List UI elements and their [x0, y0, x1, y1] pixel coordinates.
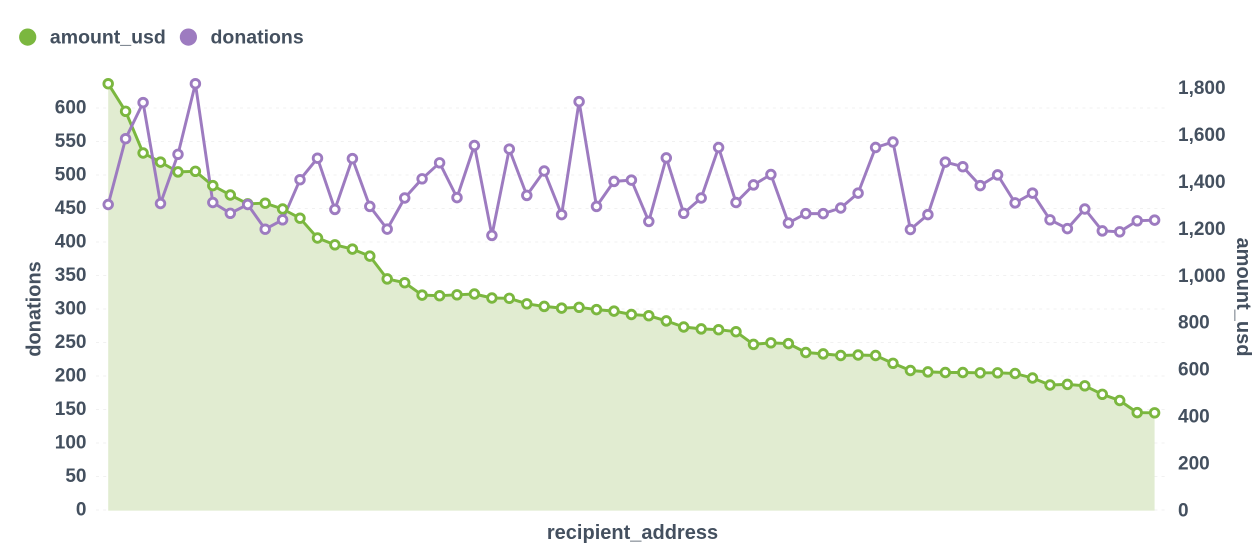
svg-text:400: 400: [1178, 407, 1210, 428]
svg-text:200: 200: [55, 366, 87, 387]
svg-text:amount_usd: amount_usd: [50, 27, 166, 49]
svg-text:600: 600: [55, 98, 87, 119]
svg-text:donations: donations: [211, 27, 304, 49]
svg-text:350: 350: [55, 265, 87, 286]
svg-text:300: 300: [55, 299, 87, 320]
svg-text:550: 550: [55, 131, 87, 152]
svg-text:600: 600: [1178, 360, 1210, 381]
svg-text:amount_usd: amount_usd: [1232, 238, 1254, 357]
svg-text:1,800: 1,800: [1178, 78, 1226, 99]
svg-text:150: 150: [55, 399, 87, 420]
svg-text:1,400: 1,400: [1178, 172, 1226, 193]
svg-text:450: 450: [55, 198, 87, 219]
svg-text:100: 100: [55, 433, 87, 454]
svg-text:800: 800: [1178, 313, 1210, 334]
svg-text:200: 200: [1178, 454, 1210, 475]
svg-text:1,000: 1,000: [1178, 266, 1226, 287]
svg-text:0: 0: [76, 500, 87, 521]
svg-text:1,600: 1,600: [1178, 125, 1226, 146]
svg-text:500: 500: [55, 165, 87, 186]
svg-text:donations: donations: [24, 261, 46, 357]
svg-text:50: 50: [65, 466, 86, 487]
svg-text:250: 250: [55, 332, 87, 353]
svg-text:400: 400: [55, 232, 87, 253]
svg-text:0: 0: [1178, 500, 1189, 521]
svg-text:recipient_address: recipient_address: [547, 522, 718, 544]
svg-text:1,200: 1,200: [1178, 219, 1226, 240]
